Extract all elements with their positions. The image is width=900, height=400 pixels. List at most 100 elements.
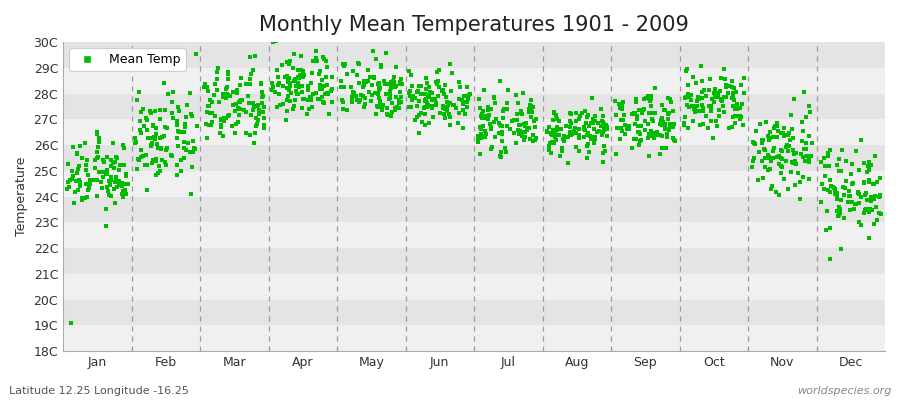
Point bbox=[481, 107, 495, 113]
Point bbox=[170, 134, 184, 141]
Point bbox=[515, 111, 529, 117]
Point bbox=[283, 81, 297, 88]
Point bbox=[779, 132, 794, 138]
Point bbox=[280, 73, 294, 79]
Point bbox=[265, 80, 279, 87]
Point bbox=[336, 99, 350, 105]
Point bbox=[296, 74, 310, 80]
Point bbox=[495, 131, 509, 137]
Point bbox=[418, 74, 433, 81]
Point bbox=[221, 92, 236, 98]
Point bbox=[172, 108, 186, 114]
Point bbox=[770, 154, 785, 160]
Point bbox=[474, 113, 489, 120]
Point bbox=[115, 180, 130, 186]
Point bbox=[68, 178, 83, 184]
Point bbox=[255, 89, 269, 96]
Point bbox=[436, 87, 450, 94]
Point bbox=[149, 156, 164, 162]
Point bbox=[802, 133, 816, 139]
Point bbox=[823, 162, 837, 169]
Point bbox=[204, 122, 219, 128]
Point bbox=[644, 128, 658, 134]
Point bbox=[749, 128, 763, 134]
Point bbox=[792, 196, 806, 202]
Point bbox=[696, 105, 710, 111]
Point bbox=[632, 128, 646, 135]
Point bbox=[561, 134, 575, 141]
Point bbox=[153, 134, 167, 141]
Point bbox=[718, 94, 733, 100]
Point bbox=[727, 119, 742, 126]
Point bbox=[760, 119, 774, 125]
Point bbox=[389, 83, 403, 89]
Point bbox=[447, 102, 462, 108]
Point bbox=[315, 77, 329, 84]
Point bbox=[692, 122, 706, 128]
Point bbox=[686, 74, 700, 80]
Point bbox=[350, 72, 365, 78]
Point bbox=[578, 108, 592, 114]
Point bbox=[796, 89, 811, 95]
Point bbox=[556, 136, 571, 142]
Bar bbox=[63, 171, 885, 197]
Point bbox=[266, 84, 280, 90]
Point bbox=[70, 150, 85, 156]
Point bbox=[226, 102, 240, 108]
Point bbox=[324, 88, 338, 94]
Point bbox=[736, 75, 751, 81]
Point bbox=[177, 154, 192, 161]
Point bbox=[372, 81, 386, 87]
Point bbox=[275, 101, 290, 108]
Point bbox=[614, 104, 628, 111]
Point bbox=[824, 183, 838, 190]
Point bbox=[320, 82, 335, 88]
Point bbox=[232, 98, 247, 104]
Point bbox=[221, 112, 236, 118]
Point bbox=[105, 139, 120, 146]
Point bbox=[145, 140, 159, 147]
Point bbox=[90, 131, 104, 137]
Point bbox=[707, 94, 722, 101]
Point bbox=[292, 75, 306, 82]
Point bbox=[288, 88, 302, 94]
Point bbox=[130, 166, 144, 172]
Point bbox=[476, 133, 491, 140]
Point bbox=[238, 130, 253, 136]
Point bbox=[653, 120, 668, 127]
Point bbox=[385, 80, 400, 86]
Point bbox=[518, 123, 532, 130]
Point bbox=[392, 78, 407, 85]
Point bbox=[88, 156, 103, 163]
Point bbox=[70, 166, 85, 172]
Point bbox=[269, 38, 284, 44]
Point bbox=[867, 180, 881, 187]
Point bbox=[788, 158, 802, 164]
Point bbox=[436, 91, 451, 98]
Point bbox=[216, 118, 230, 124]
Point bbox=[476, 123, 491, 130]
Point bbox=[406, 93, 420, 100]
Point bbox=[795, 119, 809, 126]
Point bbox=[702, 103, 716, 109]
Point bbox=[336, 96, 350, 103]
Point bbox=[77, 140, 92, 146]
Point bbox=[563, 111, 578, 117]
Point bbox=[87, 165, 102, 171]
Point bbox=[599, 133, 614, 140]
Point bbox=[644, 132, 658, 139]
Point bbox=[694, 63, 708, 70]
Point bbox=[99, 184, 113, 190]
Point bbox=[847, 206, 861, 212]
Point bbox=[646, 118, 661, 124]
Point bbox=[350, 60, 365, 66]
Point bbox=[460, 84, 474, 90]
Point bbox=[845, 161, 859, 168]
Point bbox=[61, 161, 76, 167]
Point bbox=[622, 125, 636, 132]
Point bbox=[472, 96, 487, 102]
Point bbox=[713, 88, 727, 94]
Point bbox=[92, 138, 106, 145]
Point bbox=[297, 95, 311, 102]
Point bbox=[629, 99, 643, 106]
